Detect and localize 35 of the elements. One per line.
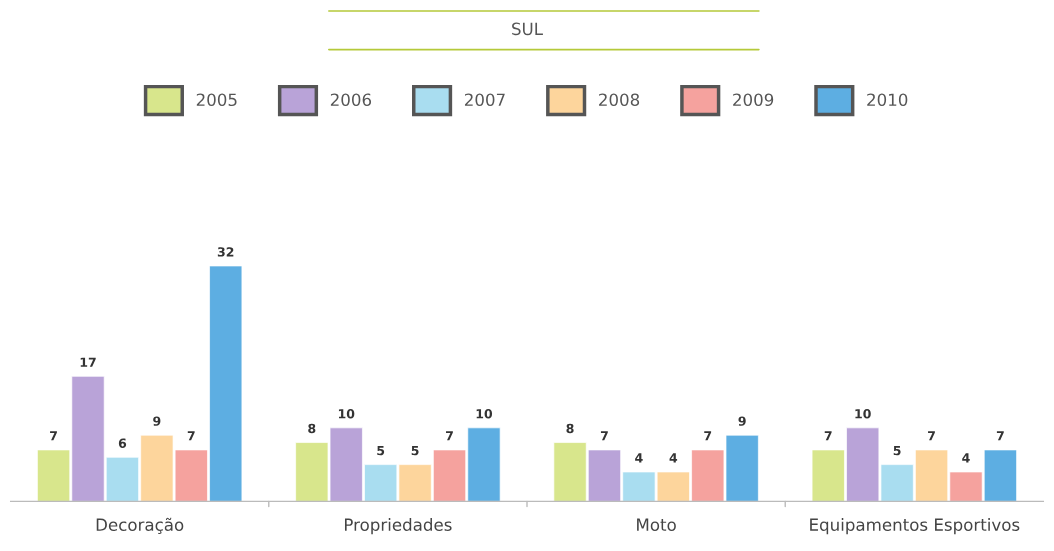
data-label: 8 [566,423,574,434]
data-label: 8 [308,423,316,434]
data-label: 4 [962,453,970,463]
data-label: 5 [893,445,901,456]
data-label: 7 [928,431,935,441]
data-label: 32 [217,247,234,257]
data-label: 7 [50,431,57,441]
x-tick-label: Moto [637,518,676,531]
data-label: 7 [824,431,832,441]
x-tick-label: Propriedades [344,518,452,535]
data-label: 7 [187,431,195,441]
data-label: 10 [476,409,493,419]
data-label: 5 [377,445,385,456]
x-tick-label: Equipamentos Esportivos [810,518,1020,535]
legend-label: 2008 [599,93,640,107]
legend-label: 2010 [867,93,908,107]
data-label: 10 [855,409,871,419]
data-label: 4 [669,453,678,463]
data-label: 4 [635,453,643,463]
legend-label: 2007 [464,93,505,107]
data-label: 7 [600,431,608,441]
data-label: 5 [411,445,419,456]
chart-title: SUL [512,22,543,36]
data-label: 7 [996,431,1004,441]
data-label: 10 [338,409,355,419]
legend-label: 2006 [330,93,372,107]
data-label: 9 [153,416,161,426]
data-label: 17 [80,357,96,367]
legend-label: 2009 [733,93,774,107]
data-label: 6 [118,438,127,448]
x-tick-label: Decoração [96,517,184,534]
data-label: 9 [738,416,746,426]
data-label: 7 [446,431,453,441]
legend-label: 2005 [196,93,237,107]
data-label: 7 [704,431,712,441]
